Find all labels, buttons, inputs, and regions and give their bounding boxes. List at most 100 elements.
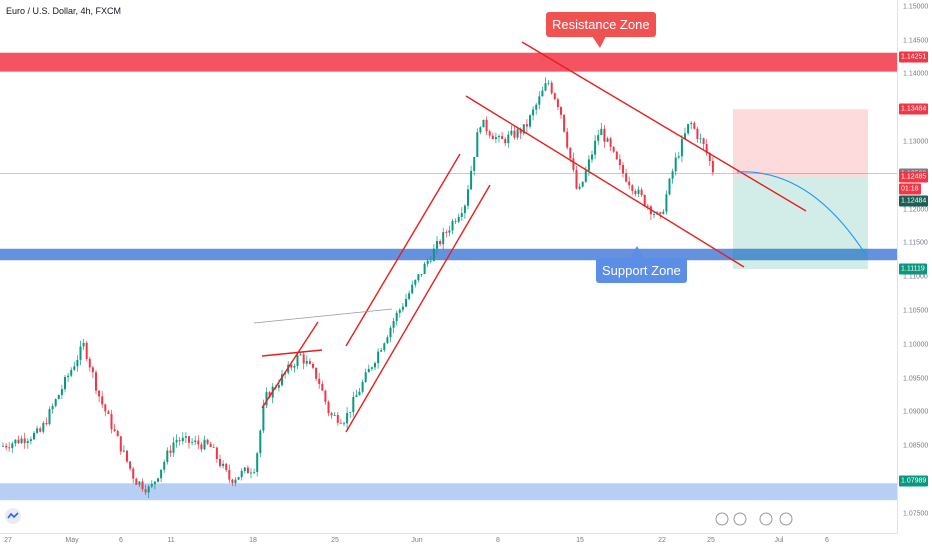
candle-body: [615, 151, 618, 160]
candle-body: [470, 170, 473, 190]
candle: [157, 477, 159, 483]
candle: [370, 366, 373, 371]
candle-body: [358, 391, 361, 396]
candle: [110, 409, 113, 434]
candle-body: [243, 467, 246, 471]
price-tick: 1.08500: [903, 442, 929, 450]
candle: [622, 161, 624, 178]
candle: [498, 134, 500, 143]
candle-body: [290, 364, 293, 368]
price-label: 1.07989: [899, 475, 929, 487]
candle-body: [395, 312, 398, 321]
candle: [696, 126, 699, 143]
candle-body: [153, 481, 156, 485]
candle: [327, 400, 330, 417]
candle: [436, 236, 438, 255]
candle-body: [253, 471, 256, 473]
candle-body: [584, 170, 587, 182]
candle: [104, 403, 107, 417]
candle: [374, 361, 376, 371]
candle: [668, 177, 671, 196]
candle-body: [702, 138, 705, 145]
candle-body: [312, 363, 314, 368]
candle-body: [646, 205, 649, 207]
candle-body: [538, 96, 541, 105]
candle-body: [268, 392, 271, 398]
candle-body: [386, 337, 389, 344]
trendlines: [253, 36, 867, 526]
candle: [463, 204, 466, 219]
candle-body: [54, 399, 57, 406]
candle-body: [550, 82, 553, 94]
candle-body: [618, 159, 621, 166]
candle-body: [122, 450, 125, 452]
price-axis[interactable]: 1.150001.145001.140001.135001.130001.125…: [897, 0, 932, 534]
time-tick: 15: [576, 537, 584, 544]
candle: [550, 80, 553, 95]
time-axis[interactable]: 27 May 6 11 18 25 Jun 8 15 22 25 Jul 6: [0, 533, 898, 550]
candle-body: [510, 130, 513, 135]
candle: [631, 184, 634, 195]
candle-body: [594, 140, 597, 155]
tradingview-logo[interactable]: [5, 508, 21, 524]
candle: [225, 462, 228, 473]
candle: [634, 189, 637, 197]
candle: [618, 154, 621, 170]
candle-body: [541, 90, 544, 97]
candle-body: [377, 351, 380, 364]
candle: [188, 435, 190, 449]
candle: [339, 419, 342, 425]
candle: [8, 442, 11, 452]
candle-body: [240, 470, 243, 478]
candle: [640, 187, 643, 197]
candle-body: [473, 156, 476, 171]
time-tick: 27: [4, 537, 12, 544]
resistance-zone-callout: Resistance Zone: [546, 12, 656, 37]
time-tick: May: [65, 537, 79, 544]
time-tick: 11: [167, 537, 175, 544]
candle-body: [653, 214, 655, 215]
candle: [448, 225, 451, 237]
candle: [457, 213, 460, 224]
trendline-0: [261, 321, 319, 409]
candle: [504, 137, 507, 147]
candle: [60, 385, 63, 399]
candle: [184, 432, 187, 443]
candle-body: [640, 189, 643, 196]
candle: [119, 436, 122, 455]
candle: [411, 280, 414, 295]
time-tick: 25: [331, 537, 339, 544]
candle-body: [687, 124, 690, 134]
candle: [132, 466, 135, 484]
candle-body: [522, 124, 525, 134]
candle: [54, 398, 57, 408]
candle-body: [299, 354, 302, 356]
candle: [423, 261, 426, 275]
candle-body: [339, 422, 342, 424]
candle: [231, 478, 234, 487]
candle-body: [696, 128, 699, 139]
trendline-3: [345, 153, 461, 347]
candle: [653, 211, 655, 219]
candle: [451, 219, 454, 235]
candle-body: [556, 99, 559, 108]
candle-body: [191, 442, 194, 443]
candle: [64, 375, 66, 392]
price-tick: 1.11000: [903, 273, 928, 281]
candle: [98, 390, 101, 403]
candle-body: [398, 309, 401, 313]
price-tick: 1.14500: [903, 37, 929, 45]
price-tick: 1.10000: [903, 341, 929, 349]
candle: [405, 293, 407, 308]
candle-body: [219, 458, 221, 466]
candle: [414, 279, 417, 288]
candle-body: [64, 376, 66, 390]
candle-body: [73, 366, 76, 370]
candle: [711, 156, 714, 176]
candle: [547, 80, 550, 86]
candle: [135, 477, 138, 485]
candle: [439, 239, 442, 247]
candle-body: [116, 430, 119, 437]
candle-body: [383, 343, 386, 351]
